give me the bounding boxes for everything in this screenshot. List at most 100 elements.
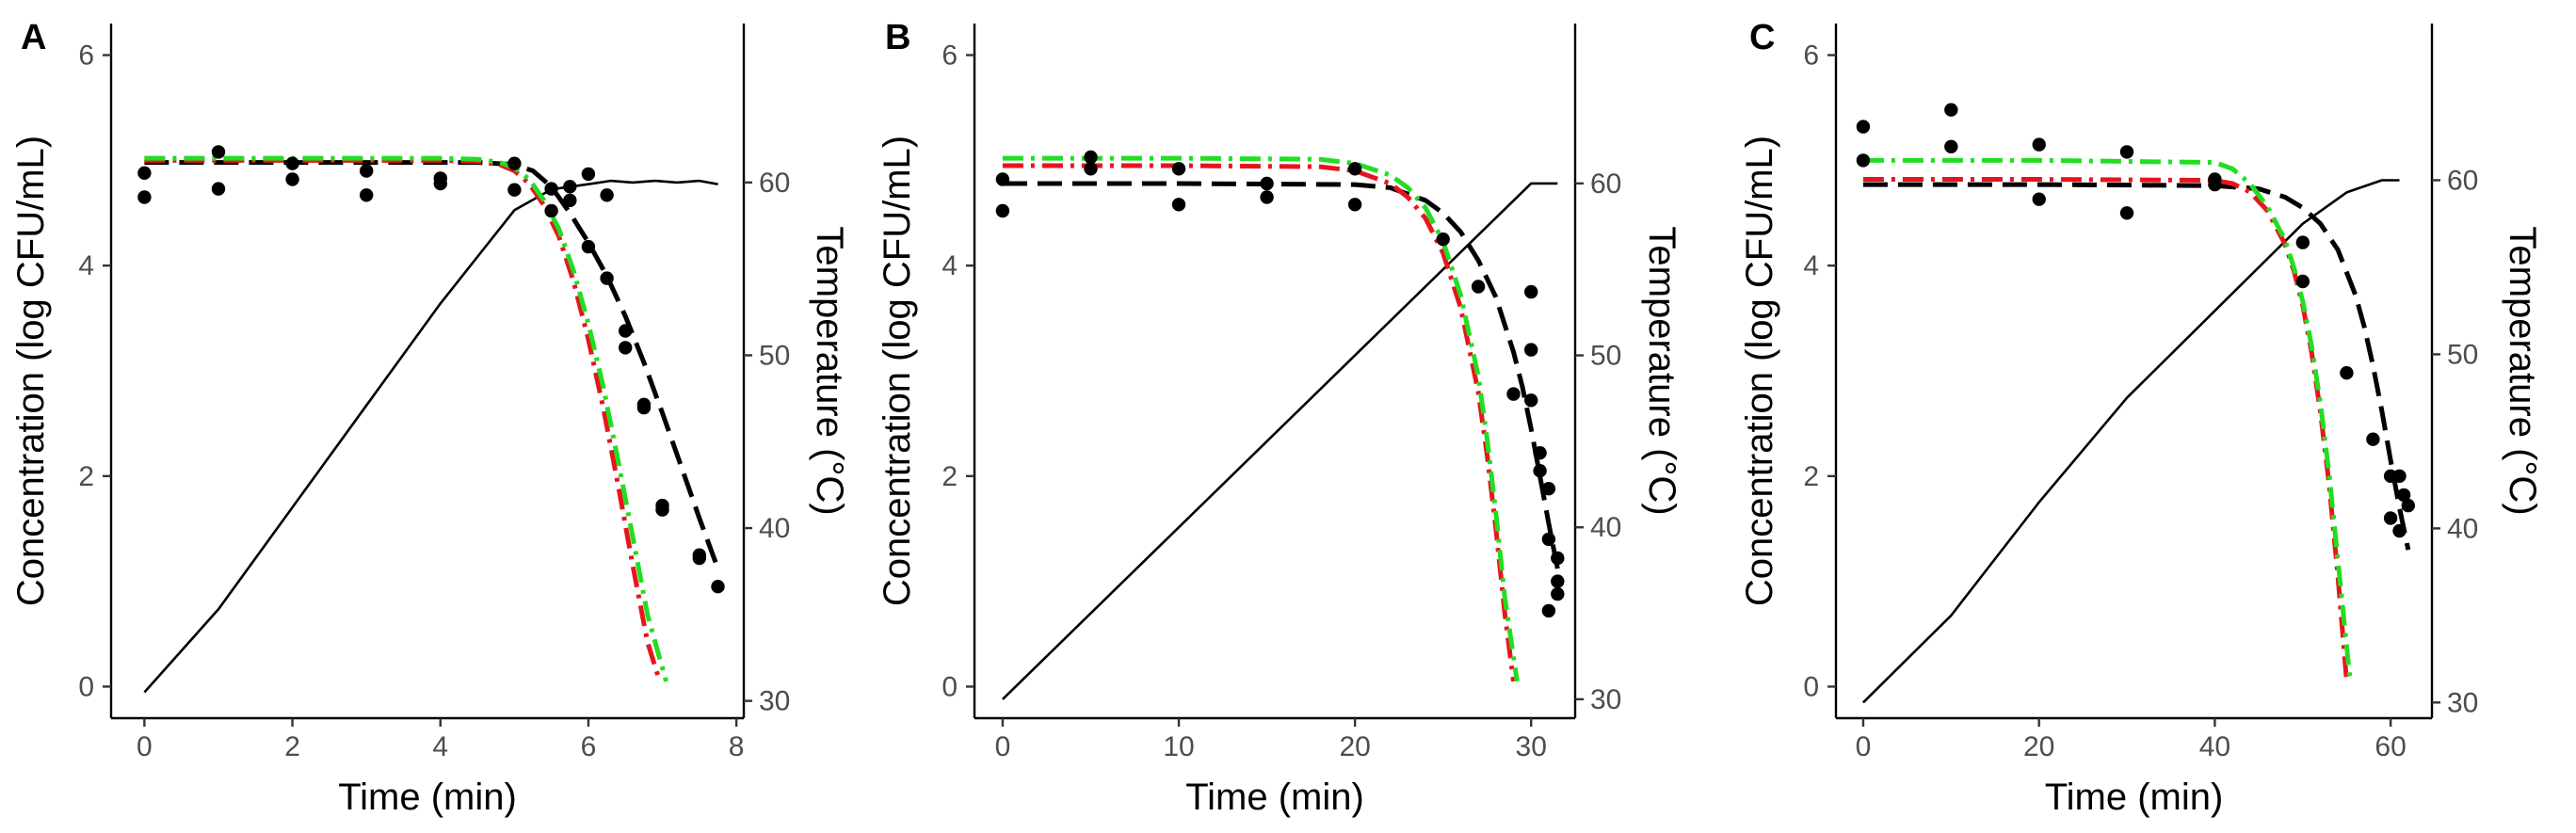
y2-tick-label: 40: [2447, 513, 2478, 544]
x-tick-label: 20: [2023, 731, 2054, 762]
observed-point: [544, 203, 558, 218]
panel-b: B 0 10 20 30 0 2 4 6 30 40 50 60 Time (min) Concentrat…: [877, 18, 1682, 818]
panel-c: C 0 20 40 60 0 2 4 6 30 40 50 60 Time (min) Concentrat…: [1739, 18, 2543, 818]
x-axis-title: Time (min): [2045, 777, 2224, 818]
observed-point: [1171, 162, 1186, 176]
observed-point: [285, 156, 299, 170]
series-model-green-line: [1002, 155, 1520, 682]
y2-tick-label: 30: [2447, 687, 2478, 718]
observed-point: [2340, 366, 2354, 380]
y2-axis-title: Temperature (°C): [2502, 226, 2543, 515]
panel-label: B: [885, 18, 910, 57]
observed-point: [544, 182, 558, 196]
y2-tick-label: 60: [759, 168, 790, 199]
observed-point: [1347, 162, 1362, 176]
observed-point: [360, 164, 374, 178]
y-tick-label: 2: [942, 461, 958, 492]
x-axis-title: Time (min): [1185, 777, 1364, 818]
observed-point: [2032, 192, 2046, 206]
panel-a: A 0 2 4 6 8 0 2 4 6 30 40 50 60 Time (min) Concentratio…: [10, 18, 850, 818]
observed-point: [285, 172, 299, 186]
observed-point: [2032, 137, 2046, 152]
observed-point: [2396, 488, 2411, 503]
y2-tick-label: 60: [1590, 168, 1621, 200]
observed-point: [507, 156, 522, 170]
series-model-green-line: [144, 155, 668, 682]
panel-label: A: [21, 18, 46, 57]
series-model-red-line: [144, 157, 661, 680]
y2-tick-label: 40: [1590, 512, 1621, 543]
observed-point: [1260, 176, 1274, 191]
observed-point: [1260, 190, 1274, 204]
x-tick-label: 2: [284, 731, 300, 762]
x-tick-label: 0: [137, 731, 153, 762]
series-model-green-line: [1862, 157, 2353, 682]
observed-point: [2401, 498, 2415, 513]
series-model-black-line: [1002, 181, 1560, 569]
x-tick-label: 30: [1516, 731, 1547, 762]
observed-point: [1533, 464, 1547, 478]
observed-point: [581, 167, 596, 182]
x-tick-label: 6: [581, 731, 597, 762]
observed-point: [137, 166, 152, 180]
observed-point: [1541, 603, 1556, 618]
y2-tick-label: 50: [759, 340, 790, 371]
y-axis-title: Concentration (log CFU/mL): [10, 136, 52, 606]
series-model-red-line: [1862, 177, 2349, 682]
observed-point: [1551, 574, 1565, 588]
observed-point: [1541, 532, 1556, 547]
observed-point: [1856, 153, 1871, 168]
observed-point: [1551, 551, 1565, 566]
observed-point: [1524, 284, 1538, 299]
x-tick-label: 60: [2375, 731, 2406, 762]
observed-point: [600, 188, 614, 202]
observed-point: [1347, 198, 1362, 212]
y-tick-label: 4: [942, 250, 958, 281]
y-tick-label: 2: [78, 461, 94, 492]
y2-axis-title: Temperature (°C): [809, 226, 850, 515]
observed-point: [711, 580, 725, 594]
x-tick-label: 8: [729, 731, 745, 762]
observed-point: [2295, 274, 2310, 289]
x-tick-label: 20: [1339, 731, 1370, 762]
observed-point: [1944, 139, 1958, 153]
observed-point: [2119, 145, 2134, 159]
x-tick-label: 0: [995, 731, 1011, 762]
series-temperature-line: [1861, 179, 2400, 704]
observed-point: [692, 551, 706, 566]
y-tick-label: 6: [78, 40, 94, 72]
observed-point: [1084, 150, 1098, 165]
observed-point: [2392, 469, 2407, 483]
observed-point: [2208, 177, 2222, 192]
observed-point: [995, 172, 1010, 186]
series-model-black-line: [144, 160, 720, 570]
y-axis-title: Concentration (log CFU/mL): [877, 136, 918, 606]
observed-point: [655, 498, 669, 513]
observed-point: [600, 271, 614, 285]
y2-tick-label: 50: [2447, 339, 2478, 370]
series-temperature-line: [1001, 182, 1558, 700]
observed-point: [2383, 511, 2398, 525]
x-tick-label: 10: [1163, 731, 1194, 762]
series-model-black-line: [1862, 182, 2411, 551]
y-axis-title: Concentration (log CFU/mL): [1739, 136, 1780, 606]
y2-tick-label: 30: [1590, 684, 1621, 715]
observed-point: [1084, 162, 1098, 176]
observed-point: [2295, 235, 2310, 249]
y-tick-label: 2: [1803, 461, 1819, 492]
observed-point: [1171, 198, 1186, 212]
observed-point: [563, 180, 577, 194]
observed-point: [1856, 120, 1871, 134]
observed-point: [563, 193, 577, 208]
y2-tick-label: 50: [1590, 341, 1621, 372]
y2-tick-label: 60: [2447, 165, 2478, 196]
observed-point: [360, 188, 374, 202]
observed-point: [433, 176, 447, 191]
observed-point: [1471, 280, 1486, 294]
y-tick-label: 0: [1803, 671, 1819, 702]
y-tick-label: 0: [78, 671, 94, 702]
y2-axis-title: Temperature (°C): [1641, 226, 1682, 515]
observed-point: [2392, 523, 2407, 538]
observed-point: [636, 400, 652, 415]
x-tick-label: 40: [2199, 731, 2230, 762]
